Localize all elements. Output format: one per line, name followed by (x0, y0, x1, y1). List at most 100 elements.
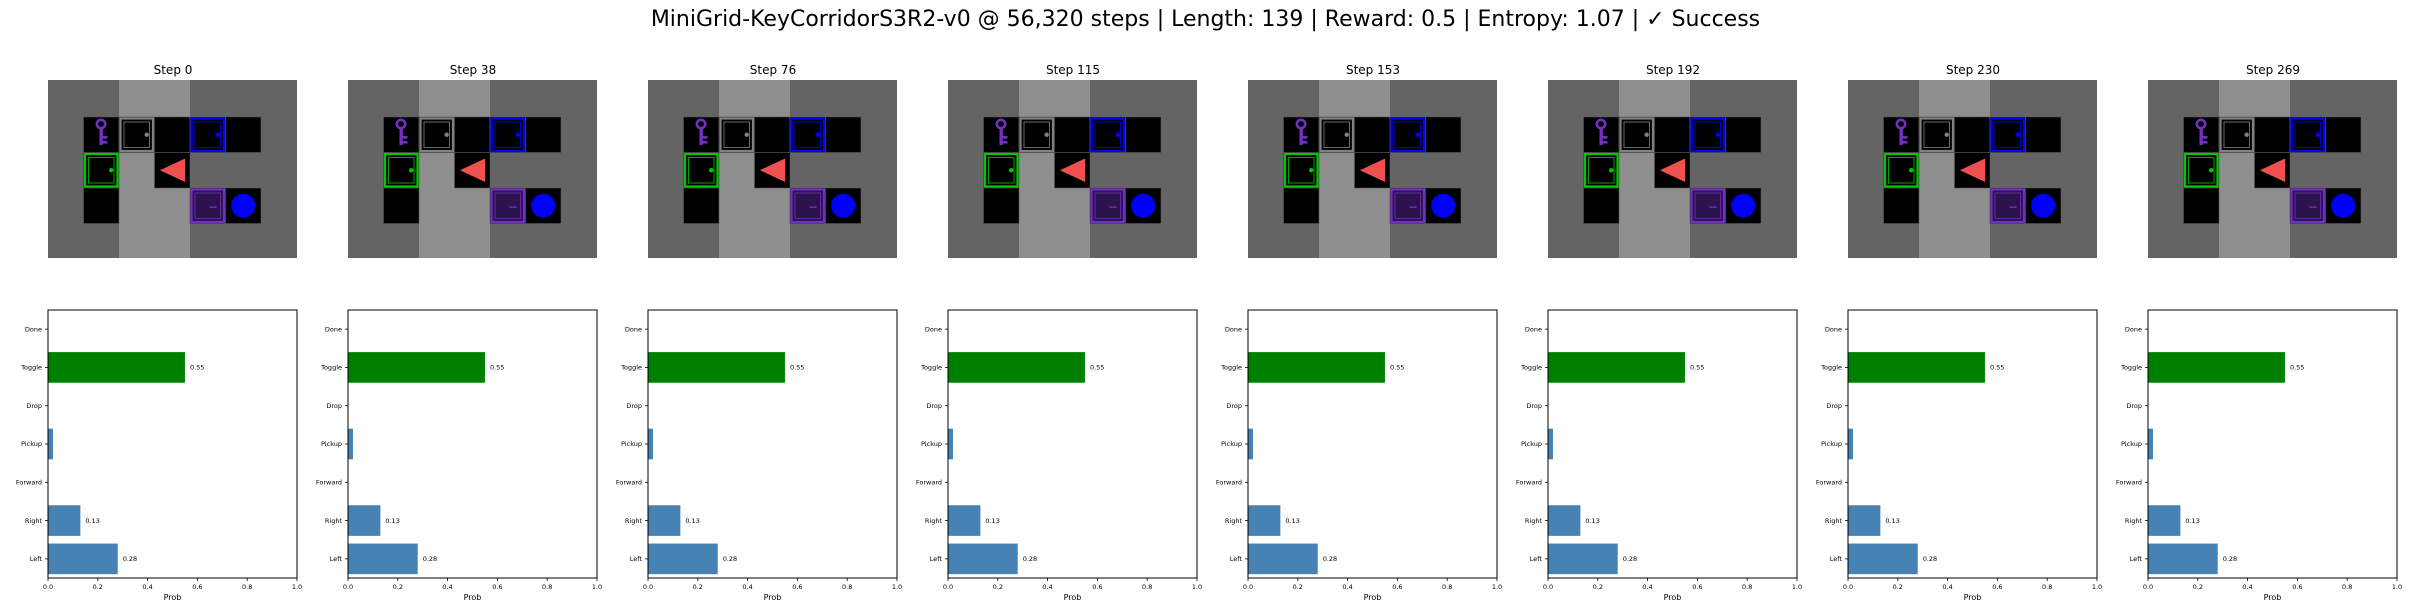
bar-right (2148, 505, 2181, 536)
panel-title: Step 192 (1645, 63, 1701, 77)
bar-toggle (648, 352, 785, 383)
floor-cell (1883, 187, 1920, 224)
y-tick-label: Pickup (921, 440, 942, 448)
plot-frame (647, 309, 898, 579)
ball-icon (1731, 193, 1756, 218)
x-tick-label: 0.4 (1042, 583, 1052, 591)
grey-door (1919, 117, 1955, 153)
bar-left (2148, 543, 2218, 575)
action-probability-chart: Left 0.28 Right 0.13 Forward Pickup Drop Toggle… (2116, 306, 2402, 611)
floor-cell (1089, 187, 1126, 224)
environment-view (2148, 80, 2397, 258)
x-tick-label: 0.8 (1742, 583, 1752, 591)
key-icon (695, 118, 708, 145)
y-tick-label: Done (925, 325, 942, 333)
ball-icon (1431, 193, 1456, 218)
y-tick-label: Pickup (621, 440, 642, 448)
floor-cell (2025, 116, 2062, 153)
x-tick-label: 0.2 (693, 583, 703, 591)
floor-cell (754, 116, 791, 153)
floor-cell (525, 116, 562, 153)
bar-value-label: 0.28 (1323, 555, 1337, 563)
bar-left (948, 543, 1018, 575)
y-tick-label: Left (30, 555, 43, 563)
y-tick-label: Drop (626, 402, 642, 410)
green-door (1583, 152, 1619, 188)
floor-cell (683, 187, 720, 224)
floor-cell (1283, 187, 1320, 224)
y-tick-label: Pickup (2121, 440, 2142, 448)
y-tick-label: Right (925, 517, 943, 525)
y-tick-label: Left (1830, 555, 1843, 563)
x-tick-label: 1.0 (592, 583, 602, 591)
key-icon (995, 118, 1008, 145)
key-icon (95, 118, 108, 145)
bar-left (48, 543, 118, 575)
floor-cell (1954, 116, 1991, 153)
action-probability-chart: Left 0.28 Right 0.13 Forward Pickup Drop Toggle… (916, 306, 1202, 611)
x-tick-label: 0.0 (343, 583, 353, 591)
y-tick-label: Right (625, 517, 643, 525)
floor-cell (1725, 116, 1762, 153)
plot-frame (47, 309, 298, 579)
bar-toggle (948, 352, 1085, 383)
floor-cell (983, 187, 1020, 224)
bar-toggle (348, 352, 485, 383)
plot-frame (1847, 309, 2098, 579)
bar-value-label: 0.28 (1923, 555, 1937, 563)
bar-right (1248, 505, 1281, 536)
grey-door (1619, 117, 1655, 153)
x-axis-label: Prob (1064, 593, 1082, 602)
y-tick-label: Left (1530, 555, 1543, 563)
action-probability-chart: Left 0.28 Right 0.13 Forward Pickup Drop Toggle… (1816, 306, 2102, 611)
x-tick-label: 0.2 (1893, 583, 1903, 591)
x-tick-label: 0.4 (1342, 583, 1352, 591)
x-tick-label: 1.0 (1192, 583, 1202, 591)
panel-title: Step 0 (153, 63, 193, 77)
bar-value-label: 0.13 (385, 517, 399, 525)
floor-cell (2325, 116, 2362, 153)
plot-frame (1247, 309, 1498, 579)
x-tick-label: 0.0 (1843, 583, 1853, 591)
y-tick-label: Toggle (620, 364, 642, 372)
purple-locked-door (1990, 188, 2026, 224)
x-tick-label: 0.4 (1642, 583, 1652, 591)
agent-triangle-icon (160, 158, 185, 182)
y-tick-label: Done (1525, 325, 1542, 333)
x-tick-label: 0.0 (43, 583, 53, 591)
grey-door (1019, 117, 1055, 153)
plot-frame (1547, 309, 1798, 579)
y-tick-label: Done (325, 325, 342, 333)
panel-title: Step 76 (749, 63, 797, 77)
panel-title: Step 153 (1345, 63, 1401, 77)
purple-locked-door (190, 188, 226, 224)
y-tick-label: Forward (1516, 478, 1542, 486)
y-tick-label: Pickup (321, 440, 342, 448)
x-tick-label: 0.6 (492, 583, 502, 591)
x-tick-label: 0.0 (943, 583, 953, 591)
floor-cell (1389, 187, 1426, 224)
x-tick-label: 0.6 (1392, 583, 1402, 591)
bar-value-label: 0.13 (1885, 517, 1899, 525)
y-tick-label: Done (25, 325, 42, 333)
x-tick-label: 0.2 (393, 583, 403, 591)
bar-left (1848, 543, 1918, 575)
grey-door (119, 117, 155, 153)
grey-door (719, 117, 755, 153)
x-tick-label: 1.0 (2392, 583, 2402, 591)
bar-value-label: 0.28 (1623, 555, 1637, 563)
x-axis-label: Prob (164, 593, 182, 602)
blue-door (1390, 117, 1426, 153)
x-tick-label: 0.0 (1243, 583, 1253, 591)
plot-frame (2147, 309, 2398, 579)
y-tick-label: Toggle (1520, 364, 1542, 372)
x-tick-label: 0.8 (542, 583, 552, 591)
bar-value-label: 0.13 (85, 517, 99, 525)
bar-value-label: 0.13 (685, 517, 699, 525)
bar-value-label: 0.55 (190, 364, 204, 372)
environment-view (948, 80, 1197, 258)
y-tick-label: Drop (1226, 402, 1242, 410)
agent-triangle-icon (1060, 158, 1085, 182)
y-tick-label: Forward (616, 478, 642, 486)
x-tick-label: 0.8 (1142, 583, 1152, 591)
